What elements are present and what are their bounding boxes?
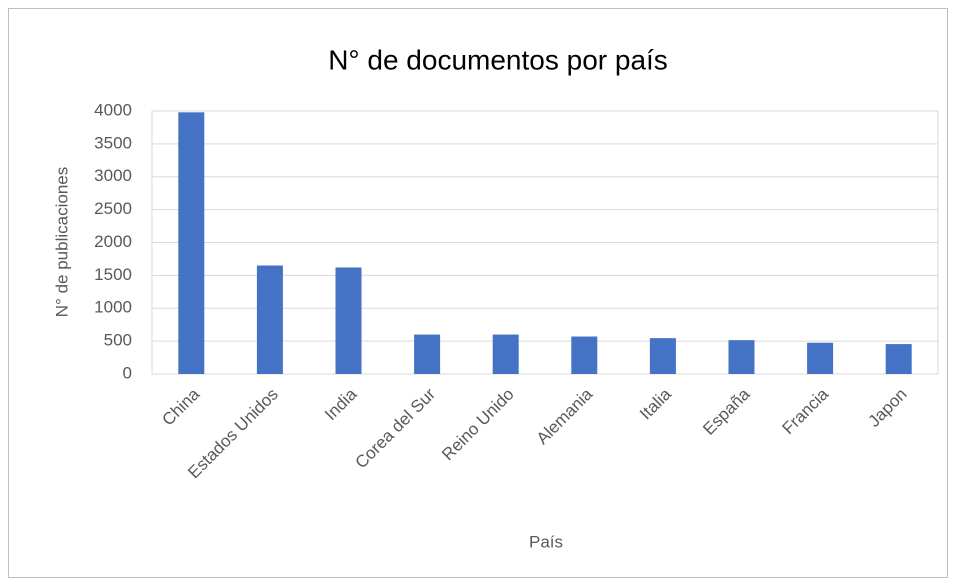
bar [178,112,205,374]
chart-border [8,8,948,578]
bar [571,336,598,374]
y-tick-label: 1000 [94,298,132,317]
bar [807,342,834,374]
y-tick-label: 1500 [94,265,132,284]
x-axis-label: País [529,532,563,551]
y-tick-label: 3000 [94,166,132,185]
y-tick-label: 500 [104,331,132,350]
y-tick-label: 4000 [94,100,132,119]
y-tick-label: 2500 [94,199,132,218]
y-tick-label: 0 [123,363,132,382]
bar [335,267,362,374]
y-axis-label: N° de publicaciones [52,167,71,317]
y-tick-label: 3500 [94,133,132,152]
bar [885,344,912,374]
chart-title: N° de documentos por país [328,44,668,75]
bar [728,340,755,374]
bar [649,338,676,374]
bar [256,265,283,374]
bar [414,334,441,374]
y-tick-label: 2000 [94,232,132,251]
bar [492,334,519,374]
